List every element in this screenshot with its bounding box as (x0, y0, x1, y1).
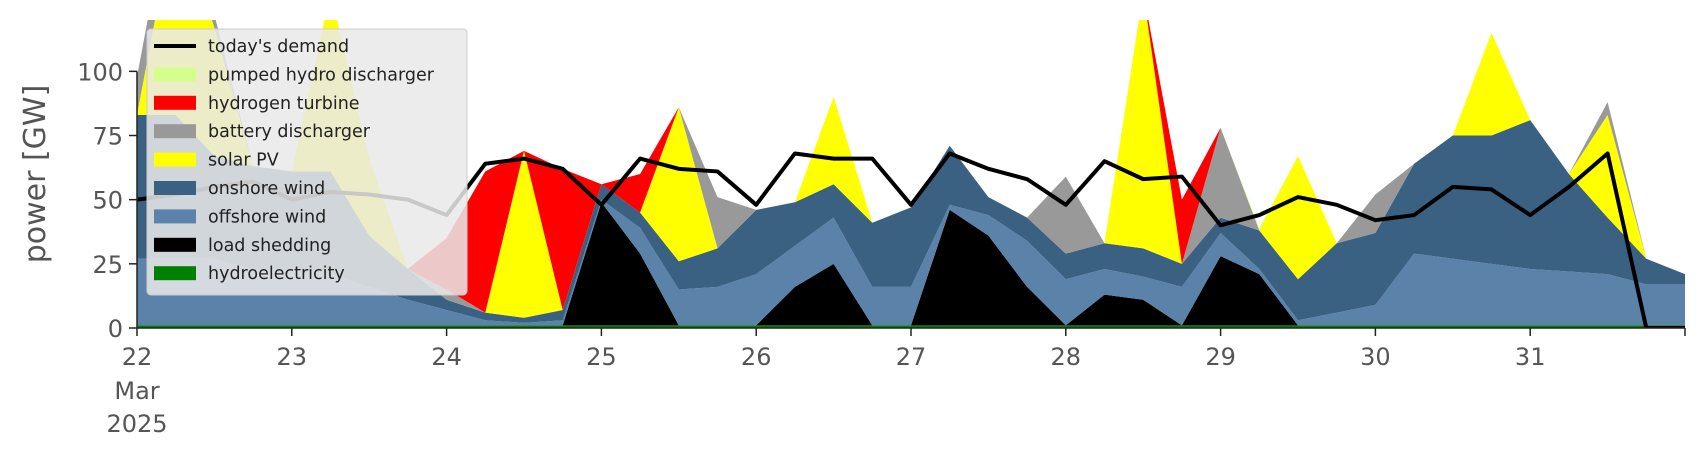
x-tick-label: 27 (896, 343, 927, 371)
legend-swatch-onshore-wind (154, 181, 196, 195)
y-tick-label: 50 (92, 187, 123, 215)
legend: today's demand pumped hydro discharger hyd… (146, 28, 468, 296)
x-tick-label: 29 (1205, 343, 1236, 371)
area-solar-pv (137, 20, 1685, 318)
legend-box (146, 28, 468, 296)
x-tick-label: 22 (122, 343, 153, 371)
legend-swatch-hydrogen-turbine (154, 95, 196, 110)
y-tick-label: 25 (92, 251, 123, 279)
legend-swatch-hydroelectricity (154, 266, 196, 281)
legend-label-hydroelectricity: hydroelectricity (208, 264, 345, 284)
legend-swatch-pumped-hydro-discharger (154, 67, 196, 82)
x-tick-sublabel: 2025 (106, 410, 167, 438)
legend-swatch-solar-pv (154, 152, 196, 167)
x-tick-label: 26 (741, 343, 772, 371)
x-tick-label: 23 (277, 343, 308, 371)
legend-label-load-shedding: load shedding (208, 236, 331, 256)
legend-swatch-battery-discharger (154, 124, 196, 139)
y-axis-label: power [GW] (18, 85, 53, 264)
legend-label-today-s-demand: today's demand (208, 37, 349, 57)
x-tick-label: 28 (1051, 343, 1082, 371)
legend-label-hydrogen-turbine: hydrogen turbine (208, 94, 360, 114)
legend-label-pumped-hydro-discharger: pumped hydro discharger (208, 65, 435, 85)
area-onshore-wind (137, 114, 1685, 323)
x-tick-sublabel: Mar (114, 377, 159, 405)
legend-label-solar-pv: solar PV (208, 151, 279, 171)
legend-label-offshore-wind: offshore wind (208, 207, 326, 227)
legend-swatch-load-shedding (154, 237, 196, 252)
y-tick-label: 75 (92, 123, 123, 151)
legend-label-battery-discharger: battery discharger (208, 122, 371, 142)
x-tick-label: 25 (586, 343, 617, 371)
legend-label-onshore-wind: onshore wind (208, 179, 325, 199)
x-tick-label: 24 (431, 343, 462, 371)
area-offshore-wind (137, 199, 1685, 326)
x-tick-label: 30 (1360, 343, 1391, 371)
x-tick-label: 31 (1515, 343, 1546, 371)
axes: 0 25 50 75 100 22 Mar 2025 23 24 25 26 27 28 29 30 31 (77, 58, 1686, 438)
y-tick-label: 0 (108, 315, 123, 343)
y-tick-label: 100 (77, 58, 123, 86)
legend-swatch-offshore-wind (154, 209, 196, 224)
